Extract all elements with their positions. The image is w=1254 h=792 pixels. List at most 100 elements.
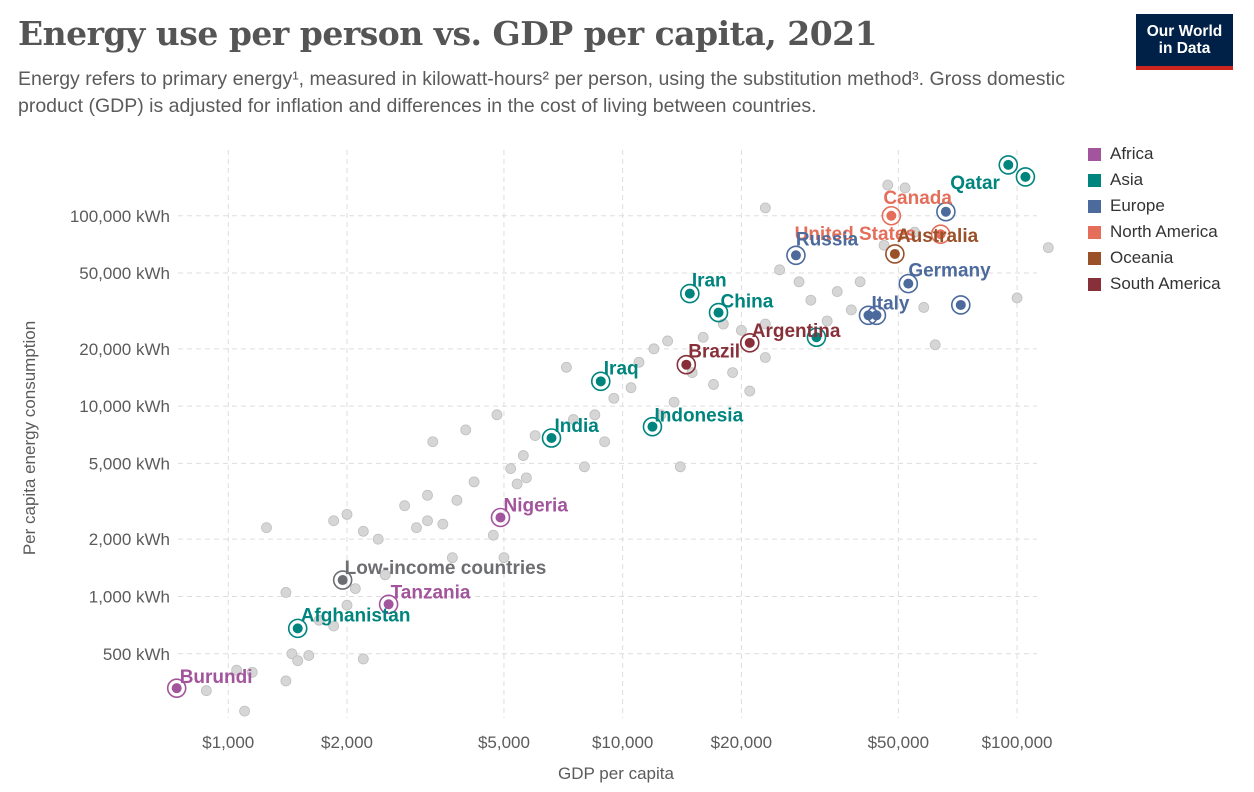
x-tick-label: $100,000 xyxy=(982,733,1053,752)
data-point-background xyxy=(341,599,353,611)
point-burundi xyxy=(171,683,182,694)
data-point xyxy=(1020,171,1031,182)
data-point-background xyxy=(831,286,843,297)
point-ring-india xyxy=(541,428,562,448)
point-qatar xyxy=(1003,159,1014,170)
data-point-background xyxy=(744,385,756,397)
legend: Africa Asia Europe North America Oceania… xyxy=(1088,141,1221,297)
logo-line-1: Our World xyxy=(1146,23,1223,40)
point-nigeria xyxy=(495,512,506,523)
point-brazil xyxy=(681,359,692,370)
logo-line-2: in Data xyxy=(1158,40,1211,57)
data-point-background xyxy=(560,361,572,373)
data-point-background xyxy=(929,339,941,351)
data-point-background xyxy=(231,664,243,676)
legend-swatch-south-america xyxy=(1088,277,1101,291)
data-point-background xyxy=(498,552,510,564)
legend-label-africa: Africa xyxy=(1110,144,1154,163)
legend-item-africa[interactable]: Africa xyxy=(1088,141,1221,167)
point-label-nigeria: Nigeria xyxy=(503,495,568,516)
y-tick-label: 50,000 kWh xyxy=(79,264,170,283)
data-point-background xyxy=(727,367,739,379)
data-point-background xyxy=(427,436,439,448)
data-point-background xyxy=(460,424,472,436)
data-point-background xyxy=(437,518,449,530)
data-point-background xyxy=(399,500,411,512)
data-point-background xyxy=(529,430,541,442)
data-point-background xyxy=(328,620,340,632)
x-tick-label: $5,000 xyxy=(478,733,530,752)
point-iran xyxy=(684,288,695,299)
point-ring-afghanistan xyxy=(287,618,308,639)
point-ring-burundi xyxy=(166,678,187,698)
point-tanzania xyxy=(383,599,394,610)
y-tick-label: 10,000 kWh xyxy=(79,397,170,416)
data-point-background xyxy=(292,655,304,667)
legend-item-south-america[interactable]: South America xyxy=(1088,271,1221,297)
point-china xyxy=(713,307,724,318)
legend-swatch-asia xyxy=(1088,173,1101,187)
point-ring-brazil xyxy=(676,354,697,375)
axis-ticks: $1,000 $2,000 $5,000 $10,000 $20,000 $50,000 $… xyxy=(70,207,1053,752)
data-point-background xyxy=(487,529,499,541)
data-point-background xyxy=(468,476,480,488)
data-point xyxy=(811,332,822,343)
data-point-background xyxy=(909,226,921,238)
point-ring-australia xyxy=(885,244,905,264)
data-point-background xyxy=(505,463,517,474)
legend-swatch-oceania xyxy=(1088,251,1101,265)
x-tick-label: $20,000 xyxy=(711,733,772,752)
point-ring-indonesia xyxy=(642,416,663,437)
point-label-burundi: Burundi xyxy=(180,667,253,688)
data-point-background xyxy=(599,436,611,448)
owid-logo[interactable]: Our World in Data xyxy=(1136,14,1233,70)
legend-item-north-america[interactable]: North America xyxy=(1088,219,1221,245)
data-point-background xyxy=(854,276,866,288)
point-label-russia: Russia xyxy=(796,229,859,250)
legend-swatch-north-america xyxy=(1088,225,1101,239)
point-ring-iraq xyxy=(590,371,611,392)
data-point-background xyxy=(422,515,433,527)
legend-item-oceania[interactable]: Oceania xyxy=(1088,245,1221,271)
point-ring-germany xyxy=(898,273,919,294)
point-ring-united-states xyxy=(930,224,951,245)
data-point-background xyxy=(648,343,660,355)
data-point-background xyxy=(261,522,272,534)
x-tick-label: $50,000 xyxy=(868,733,929,752)
point-label-china: China xyxy=(721,292,774,313)
point-label-germany: Germany xyxy=(908,261,991,282)
data-point-background xyxy=(286,648,298,660)
data-point xyxy=(940,206,951,217)
x-tick-label: $1,000 xyxy=(202,733,254,752)
data-point-background xyxy=(357,525,369,537)
point-ring-iran xyxy=(680,283,700,304)
data-point-background xyxy=(451,494,463,506)
point-low-income-countries xyxy=(337,575,348,586)
data-point-background xyxy=(446,552,458,564)
legend-label-south-america: South America xyxy=(1110,274,1221,293)
point-label-argentina: Argentina xyxy=(752,321,841,342)
data-point-background xyxy=(878,239,890,251)
chart-subtitle: Energy refers to primary energy¹, measur… xyxy=(18,68,1065,117)
point-label-indonesia: Indonesia xyxy=(654,406,743,427)
point-ring-qatar xyxy=(998,155,1019,175)
point-ring-low-income-countries xyxy=(332,570,353,590)
y-tick-label: 500 kWh xyxy=(103,645,170,664)
data-point-ring xyxy=(936,201,956,222)
data-point-background xyxy=(1042,242,1054,254)
point-afghanistan xyxy=(292,623,303,634)
data-point-background xyxy=(821,315,833,327)
legend-item-europe[interactable]: Europe xyxy=(1088,193,1221,219)
legend-item-asia[interactable]: Asia xyxy=(1088,167,1221,193)
data-point-background xyxy=(520,472,532,484)
data-point-background xyxy=(511,478,523,490)
point-italy xyxy=(863,310,874,321)
data-point xyxy=(871,310,882,321)
data-point-background xyxy=(708,379,719,390)
data-point-background xyxy=(567,414,579,425)
point-label-afghanistan: Afghanistan xyxy=(301,605,411,626)
point-ring-russia xyxy=(786,245,806,266)
data-point-background xyxy=(759,352,771,363)
